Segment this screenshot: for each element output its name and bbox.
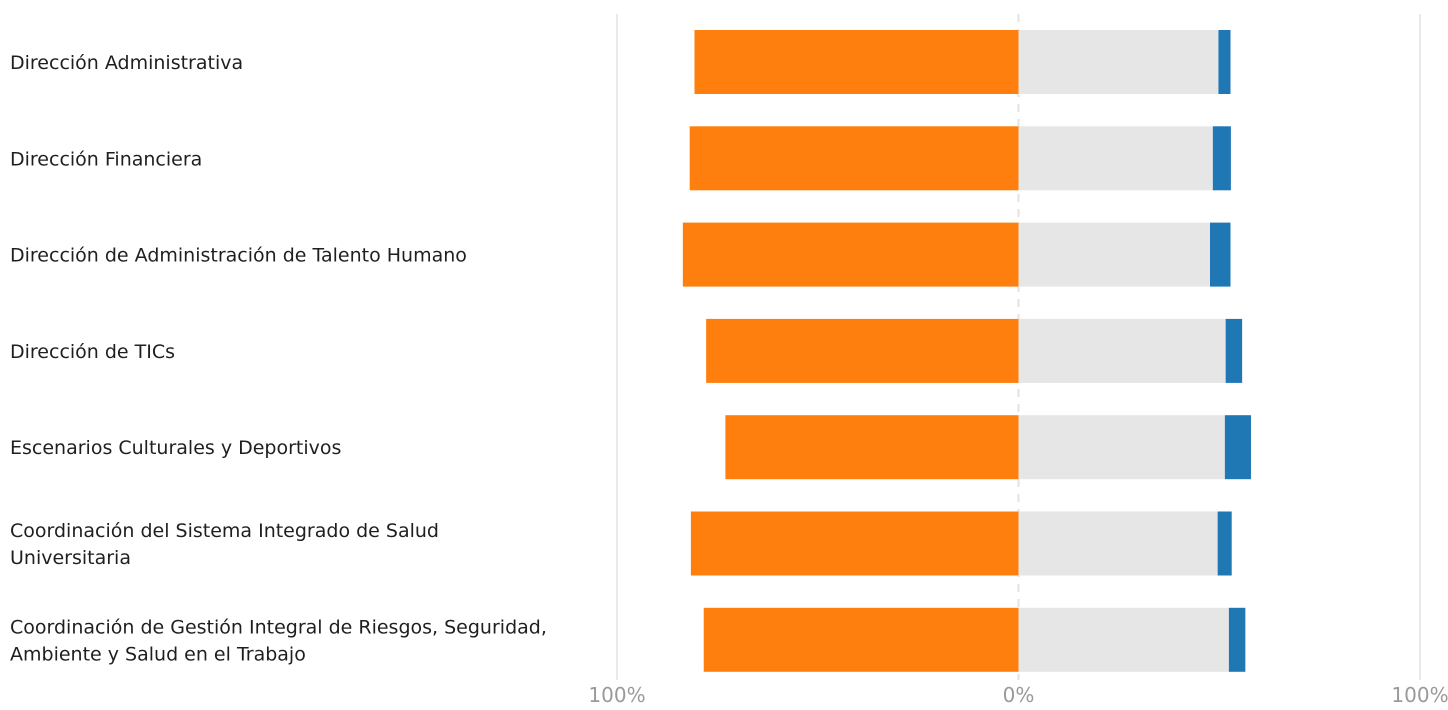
bar-row xyxy=(689,126,1231,191)
category-label: Dirección de TICs xyxy=(10,341,175,363)
bar-segment-negative xyxy=(682,222,1019,287)
category-label: Dirección Administrativa xyxy=(10,52,243,74)
category-label: Coordinación de Gestión Integral de Ries… xyxy=(10,616,547,665)
bar-segment-neutral xyxy=(1018,318,1226,383)
category-label: Coordinación del Sistema Integrado de Sa… xyxy=(10,520,439,569)
bar-segment-negative xyxy=(706,318,1019,383)
x-tick-label: 100% xyxy=(1391,683,1448,707)
bar-row xyxy=(694,30,1231,94)
category-labels: Dirección Administrativa Dirección Financ… xyxy=(10,52,547,665)
bar-row xyxy=(706,318,1243,383)
bar-segment-positive xyxy=(1212,126,1231,191)
bar-segment-negative xyxy=(690,511,1019,576)
bar-segment-neutral xyxy=(1018,415,1225,480)
category-label: Dirección de Administración de Talento H… xyxy=(10,245,467,267)
x-tick-label: 100% xyxy=(588,683,645,707)
x-tick-label: 0% xyxy=(1003,683,1035,707)
bar-row xyxy=(725,415,1251,480)
bar-segment-neutral xyxy=(1018,607,1229,672)
category-label: Dirección Financiera xyxy=(10,148,202,170)
bar-segment-positive xyxy=(1217,511,1232,576)
category-label: Escenarios Culturales y Deportivos xyxy=(10,437,341,459)
bar-segment-positive xyxy=(1210,222,1231,287)
bar-segment-neutral xyxy=(1018,511,1218,576)
bar-segment-neutral xyxy=(1018,30,1219,94)
bar-segment-negative xyxy=(725,415,1019,480)
bar-segment-negative xyxy=(703,607,1019,672)
bar-row xyxy=(690,511,1232,576)
x-axis-ticks: 100% 0% 100% xyxy=(588,683,1448,707)
bar-segment-positive xyxy=(1224,415,1251,480)
bar-row xyxy=(703,607,1246,672)
bar-segment-positive xyxy=(1225,318,1243,383)
bar-segment-neutral xyxy=(1018,222,1211,287)
bar-segment-negative xyxy=(694,30,1019,94)
bar-row xyxy=(682,222,1231,287)
bars xyxy=(682,30,1251,672)
bar-segment-positive xyxy=(1218,30,1231,94)
bar-segment-neutral xyxy=(1018,126,1213,191)
bar-segment-negative xyxy=(689,126,1019,191)
bar-segment-positive xyxy=(1228,607,1246,672)
